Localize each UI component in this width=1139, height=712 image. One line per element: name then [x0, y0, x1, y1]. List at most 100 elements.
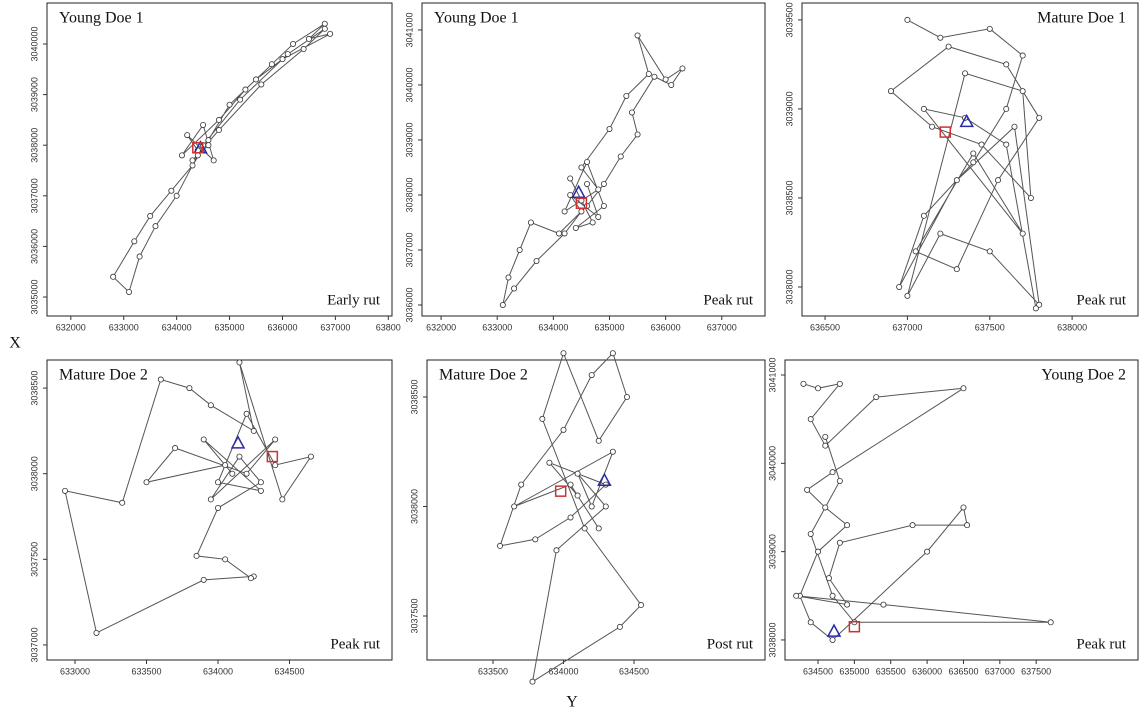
location-point	[186, 385, 193, 392]
location-point	[567, 191, 574, 198]
location-point	[822, 442, 829, 449]
x-tick-label: 633500	[478, 666, 508, 676]
y-tick-label: 3040000	[29, 26, 39, 61]
panel-annotation: Peak rut	[703, 292, 753, 308]
panel-annotation: Peak rut	[1076, 636, 1126, 652]
location-point	[272, 436, 279, 443]
location-point	[960, 385, 967, 392]
location-point	[662, 76, 669, 83]
x-tick-label: 632000	[426, 322, 456, 332]
location-point	[189, 162, 196, 169]
location-point	[560, 350, 567, 357]
location-point	[172, 445, 179, 452]
y-tick-label: 3035000	[29, 279, 39, 314]
x-tick-label: 633000	[109, 322, 139, 332]
location-point	[595, 437, 602, 444]
x-tick-label: 635000	[839, 666, 869, 676]
x-tick-label: 636500	[810, 322, 840, 332]
panel-title: Mature Doe 2	[439, 367, 528, 384]
location-point	[243, 470, 250, 477]
y-tick-label: 3038500	[409, 379, 419, 414]
home-range-center-square	[939, 126, 952, 138]
y-tick-label: 3038500	[784, 180, 794, 215]
y-tick-label: 3040000	[767, 446, 777, 481]
location-point	[668, 81, 675, 88]
location-point	[873, 394, 880, 401]
y-tick-label: 3036000	[404, 287, 414, 322]
location-point	[305, 35, 312, 42]
location-point	[555, 230, 562, 237]
location-point	[222, 556, 229, 563]
location-point	[1019, 88, 1026, 95]
x-tick-label: 636000	[651, 322, 681, 332]
location-point	[518, 481, 525, 488]
location-point	[205, 137, 212, 144]
location-point	[829, 469, 836, 476]
location-point	[327, 30, 334, 37]
location-point	[210, 157, 217, 164]
location-point	[532, 536, 539, 543]
location-point	[815, 385, 822, 392]
location-point	[561, 230, 568, 237]
location-point	[300, 46, 307, 53]
panel-title: Mature Doe 1	[1037, 10, 1126, 27]
location-point	[257, 479, 264, 486]
location-point	[800, 380, 807, 387]
location-point	[822, 504, 829, 511]
y-tick-label: 3037000	[404, 232, 414, 267]
location-point	[945, 43, 952, 50]
y-tick-label: 3037500	[409, 598, 419, 633]
location-point	[147, 213, 154, 220]
y-tick-label: 3039000	[784, 91, 794, 126]
location-point	[189, 157, 196, 164]
location-point	[136, 253, 143, 260]
location-point	[567, 514, 574, 521]
location-point	[258, 81, 265, 88]
location-point	[616, 623, 623, 630]
y-tick-label: 3041000	[404, 12, 414, 47]
location-point	[602, 503, 609, 510]
location-point	[623, 92, 630, 99]
x-tick-label: 636500	[948, 666, 978, 676]
x-tick-label: 635500	[876, 666, 906, 676]
location-point	[207, 496, 214, 503]
x-tick-label: 632000	[56, 322, 86, 332]
y-tick-label: 3039000	[404, 122, 414, 157]
plot-area	[110, 20, 334, 295]
home-range-center-square	[848, 620, 861, 633]
track-line	[64, 362, 313, 634]
home-range-center-triangle	[826, 623, 842, 637]
location-point	[920, 212, 927, 219]
location-point	[539, 415, 546, 422]
location-point	[236, 359, 243, 366]
location-point	[200, 121, 207, 128]
plot-area	[62, 359, 314, 636]
location-point	[516, 246, 523, 253]
location-point	[1032, 305, 1039, 312]
track-line	[796, 383, 1051, 641]
location-point	[924, 548, 931, 555]
location-point	[214, 479, 221, 486]
location-point	[561, 208, 568, 215]
location-point	[964, 522, 971, 529]
location-point	[505, 274, 512, 281]
location-point	[1019, 230, 1026, 237]
location-point	[93, 629, 100, 636]
location-point	[193, 552, 200, 559]
location-point	[1003, 105, 1010, 112]
y-tick-label: 3038500	[29, 371, 39, 406]
panel-annotation: Early rut	[327, 292, 381, 308]
location-point	[1036, 301, 1043, 308]
location-point	[511, 503, 518, 510]
location-point	[595, 525, 602, 532]
x-tick-label: 637500	[1021, 666, 1051, 676]
panel-title: Young Doe 1	[59, 10, 144, 27]
panel-frame	[421, 2, 766, 317]
location-point	[200, 436, 207, 443]
location-point	[1003, 141, 1010, 148]
location-point	[793, 592, 800, 599]
home-range-center-square	[554, 485, 567, 497]
location-point	[222, 462, 229, 469]
y-tick-label: 3039000	[29, 77, 39, 112]
location-point	[978, 141, 985, 148]
